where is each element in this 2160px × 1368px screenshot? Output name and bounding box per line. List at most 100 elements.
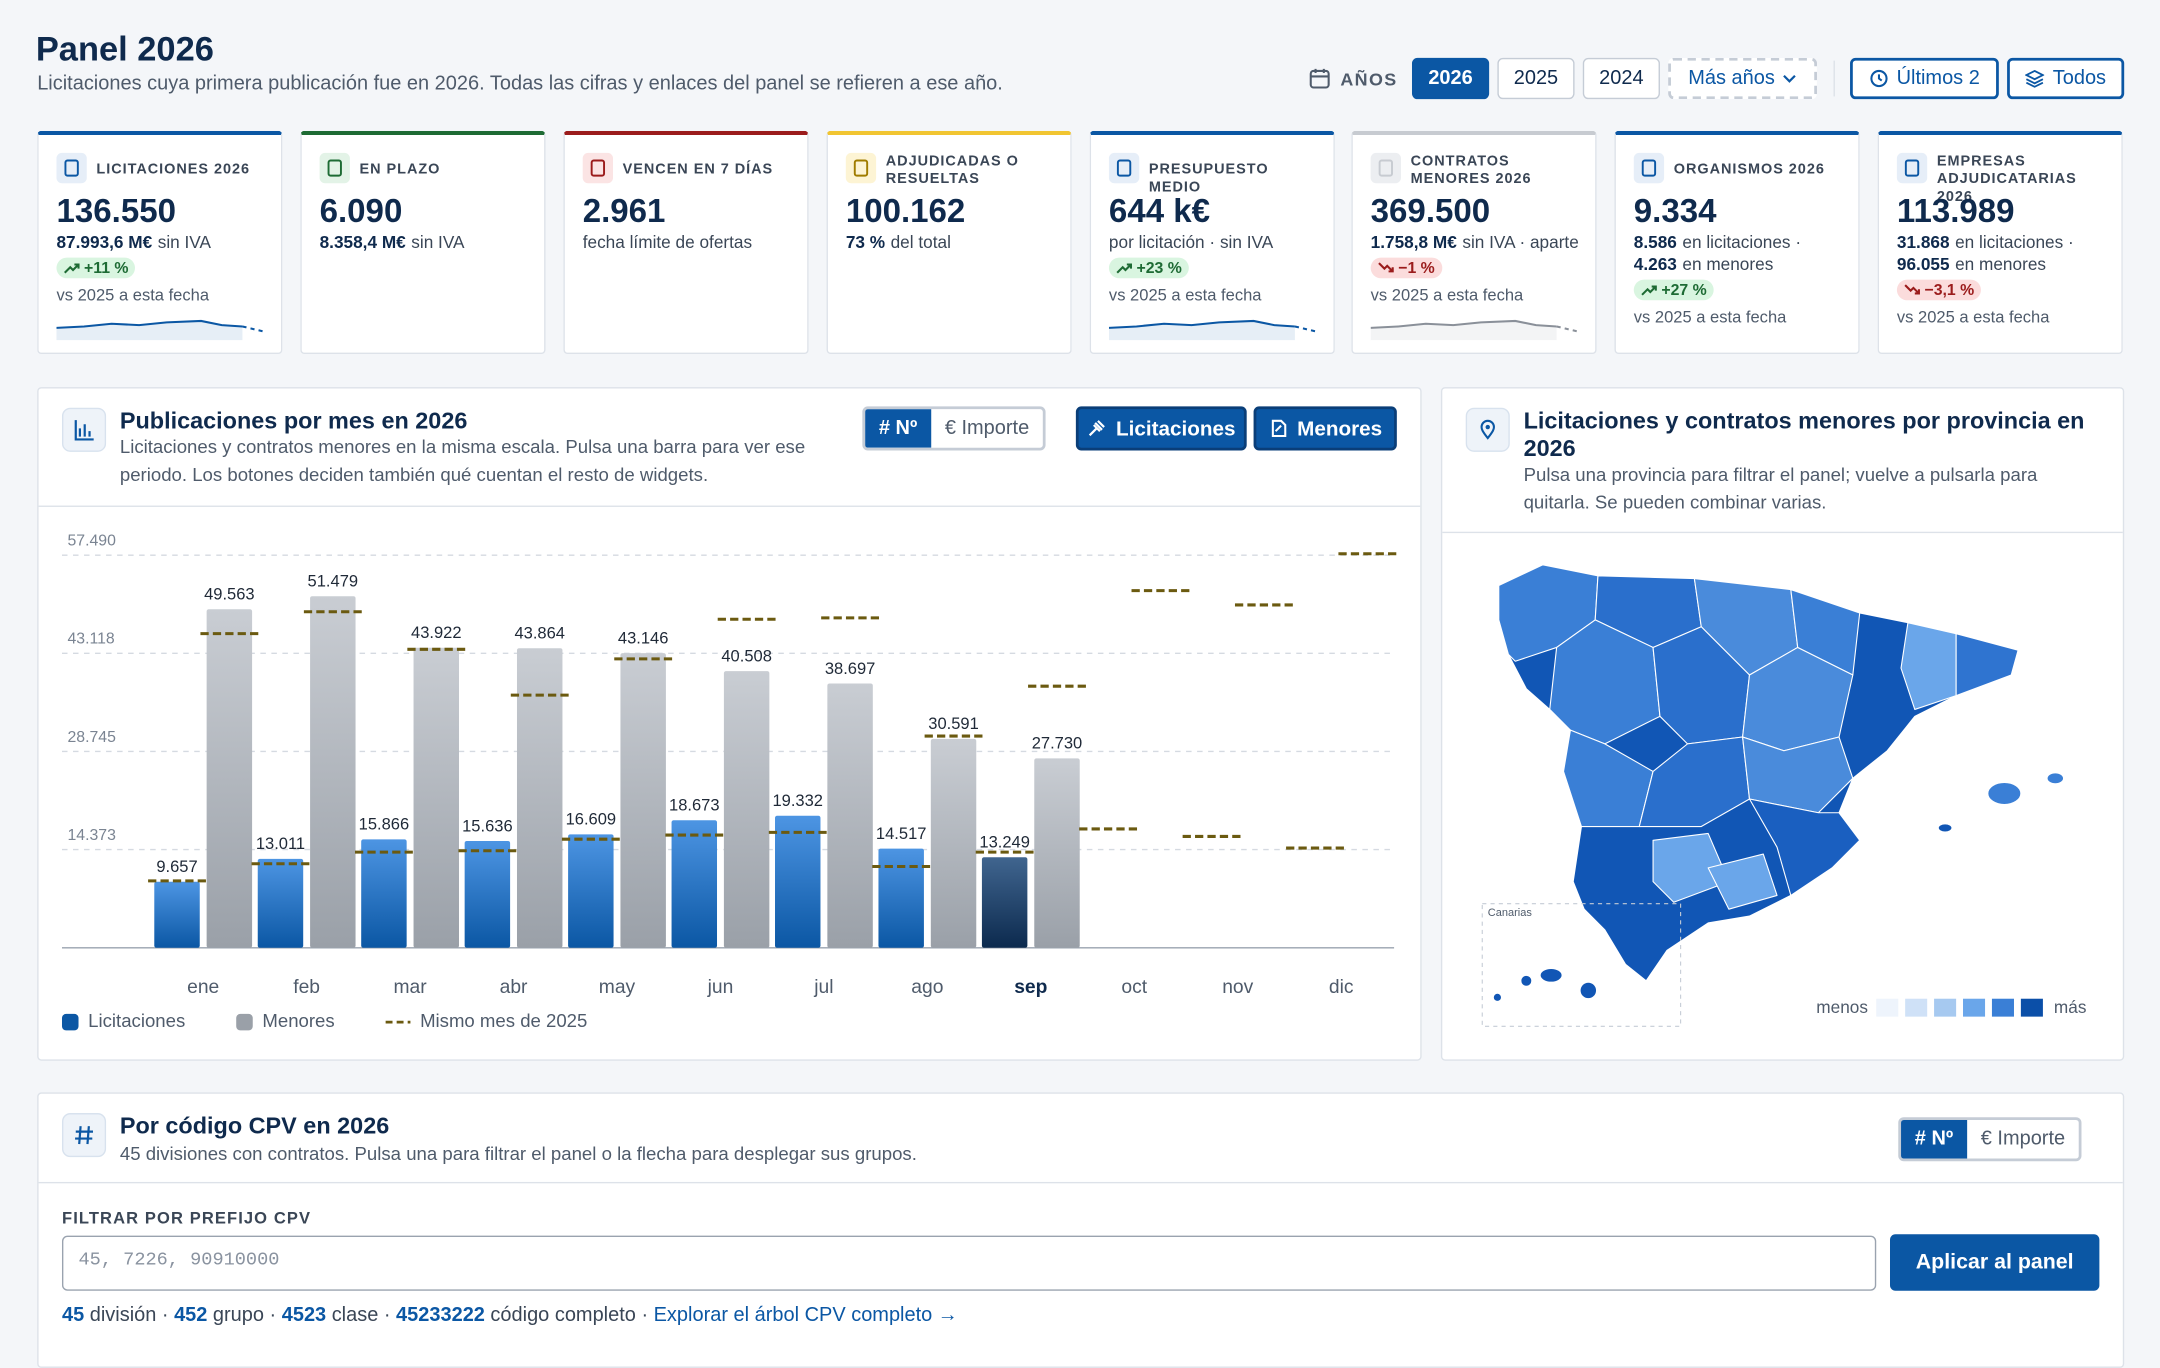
x-tick-label: dic (1329, 977, 1354, 998)
kpi-badge: +11 % (56, 257, 136, 279)
kpi-label: CONTRATOS MENORES 2026 (1410, 152, 1532, 188)
island[interactable] (1492, 992, 1503, 1003)
kpi-label: EN PLAZO (359, 161, 441, 178)
province[interactable] (1748, 798, 1861, 896)
year-button[interactable]: 2024 (1582, 57, 1660, 100)
bar[interactable] (361, 839, 407, 948)
bar[interactable] (154, 881, 200, 948)
filter-text: Menores (1297, 416, 1383, 441)
kpi-line: 96.055 en menores (1897, 253, 2074, 275)
legend-swatch (1934, 998, 1957, 1017)
kpi-details: 8.586 en licitaciones · 4.263 en menores +27… (1633, 231, 1801, 327)
divider (38, 1181, 2123, 1184)
toggle-count[interactable]: # Nº (1901, 1119, 1967, 1159)
bar[interactable] (827, 683, 873, 948)
kpi-value: 2.961 (582, 192, 666, 231)
kpi-label: EMPRESAS ADJUDICATARIAS 2026 (1936, 152, 2077, 206)
bar[interactable] (878, 848, 924, 948)
x-tick-label: oct (1121, 977, 1147, 998)
kpi-line: 8.586 en licitaciones · (1634, 231, 1801, 253)
value-label: 40.508 (721, 646, 772, 665)
kpi-details: 8.358,4 M€ sin IVA (320, 231, 465, 253)
bar[interactable] (413, 647, 459, 948)
year-button[interactable]: 2026 (1411, 57, 1490, 100)
history-icon (1870, 69, 1888, 88)
bar[interactable] (568, 834, 614, 948)
sparkline (1370, 319, 1581, 341)
count-text: grupo · (212, 1304, 277, 1327)
filter-licitaciones[interactable]: Licitaciones (1075, 406, 1247, 451)
kpi-strong: 8.358,4 M€ (319, 232, 406, 253)
island[interactable] (1579, 981, 1598, 1000)
kpi-card: ORGANISMOS 2026 9.334 8.586 en licitaciones… (1614, 130, 1860, 355)
kpi-label: PRESUPUESTO MEDIO (1148, 161, 1269, 196)
kpi-icon (1633, 152, 1665, 184)
monthly-chart: 14.373 28.745 43.118 57.490 ene 9.657 49.563 fe… (61, 533, 1397, 1031)
badge-text: +27 % (1661, 281, 1707, 299)
value-label: 43.146 (618, 628, 669, 647)
province[interactable] (1955, 633, 2019, 697)
province[interactable] (1900, 622, 1957, 710)
kpi-badge: −1 % (1370, 257, 1442, 279)
x-tick-label: mar (394, 977, 428, 998)
island[interactable] (1539, 967, 1563, 983)
x-tick-label: may (599, 977, 636, 998)
x-tick-label: jun (707, 977, 734, 998)
cpv-tree-link[interactable]: Explorar el árbol CPV completo → (653, 1304, 958, 1327)
island[interactable] (2046, 772, 2065, 785)
province-map: Canarias menos más (1481, 564, 2086, 1027)
bar[interactable] (981, 857, 1028, 948)
glyph (327, 159, 342, 177)
count-number: 45 (61, 1304, 85, 1327)
layers-icon (2025, 69, 2045, 88)
spark-line (1108, 319, 1295, 329)
island[interactable] (1937, 823, 1953, 833)
kpi-strong: 31.868 (1896, 232, 1950, 253)
year-button[interactable]: 2025 (1497, 57, 1575, 100)
value-label: 15.636 (462, 816, 513, 835)
bar[interactable] (775, 815, 821, 948)
kpi-text: en menores (1682, 254, 1774, 275)
apply-button[interactable]: Aplicar al panel (1889, 1234, 2100, 1291)
kpi-line: 4.263 en menores (1634, 253, 1801, 275)
bar[interactable] (671, 820, 718, 948)
bar[interactable] (257, 858, 304, 948)
panel-description: Licitaciones y contratos menores en la m… (119, 436, 806, 485)
x-tick-label: sep (1014, 977, 1047, 998)
kpi-card: CONTRATOS MENORES 2026 369.500 1.758,8 M€ s… (1351, 130, 1597, 355)
legend-swatch (2020, 998, 2043, 1017)
kpi-details: 31.868 en licitaciones · 96.055 en menores −… (1896, 231, 2074, 327)
last-two-button[interactable]: Últimos 2 (1850, 57, 1999, 100)
spark-projection (1294, 325, 1319, 333)
calendar-icon (1309, 68, 1330, 89)
bar[interactable] (620, 653, 666, 948)
bar[interactable] (464, 840, 511, 948)
bar[interactable] (310, 596, 356, 948)
kpi-icon (1896, 152, 1928, 184)
bar[interactable] (516, 648, 563, 948)
bar[interactable] (1034, 758, 1080, 948)
kpi-details: 73 % del total (846, 231, 951, 253)
toggle-count[interactable]: # Nº (865, 409, 932, 448)
all-button[interactable]: Todos (2007, 57, 2125, 100)
kpi-label: LICITACIONES 2026 (96, 161, 251, 178)
legend-label: Mismo mes de 2025 (420, 1010, 587, 1031)
cpv-input[interactable]: 45, 7226, 90910000 (61, 1235, 1877, 1291)
more-years-button[interactable]: Más años (1668, 57, 1817, 100)
bar[interactable] (206, 609, 253, 948)
island[interactable] (1987, 781, 2022, 806)
island[interactable] (1520, 974, 1533, 987)
kpi-details: fecha límite de ofertas (583, 231, 752, 253)
trend-arrow (1378, 262, 1394, 273)
kpi-icon (582, 152, 614, 184)
toggle-amount[interactable]: € Importe (1980, 1128, 2066, 1151)
kpi-badge: +23 % (1108, 257, 1189, 279)
filter-menores[interactable]: Menores (1253, 406, 1397, 451)
hash-icon (61, 1113, 107, 1158)
bar[interactable] (723, 671, 770, 948)
province[interactable] (1652, 832, 1730, 903)
bar[interactable] (930, 738, 977, 948)
toggle-amount[interactable]: € Importe (944, 417, 1030, 440)
province[interactable] (1707, 853, 1778, 910)
